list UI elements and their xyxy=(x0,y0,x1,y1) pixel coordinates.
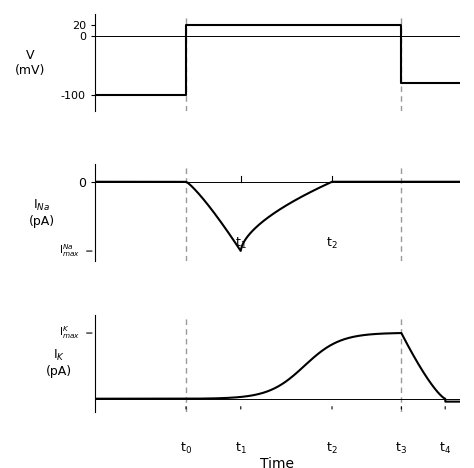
Text: t$_2$: t$_2$ xyxy=(326,441,338,456)
Text: t$_0$: t$_0$ xyxy=(180,441,192,456)
Text: I$_{max}^{K}$: I$_{max}^{K}$ xyxy=(59,325,80,342)
Text: t$_1$: t$_1$ xyxy=(235,441,246,456)
Text: t$_2$: t$_2$ xyxy=(326,236,338,251)
Text: t$_1$: t$_1$ xyxy=(235,236,246,251)
Text: Time: Time xyxy=(260,457,294,468)
Y-axis label: V
(mV): V (mV) xyxy=(15,49,46,77)
Text: I$_{max}^{Na}$: I$_{max}^{Na}$ xyxy=(59,242,80,259)
Y-axis label: I$_{K}$
(pA): I$_{K}$ (pA) xyxy=(46,348,72,378)
Text: t$_3$: t$_3$ xyxy=(395,441,407,456)
Y-axis label: I$_{Na}$
(pA): I$_{Na}$ (pA) xyxy=(28,198,55,228)
Text: t$_4$: t$_4$ xyxy=(439,441,451,456)
